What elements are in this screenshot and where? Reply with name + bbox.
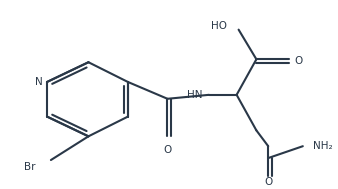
Text: O: O (294, 56, 302, 66)
Text: O: O (264, 177, 272, 187)
Text: HO: HO (211, 21, 227, 31)
Text: NH₂: NH₂ (313, 141, 332, 151)
Text: N: N (35, 77, 43, 87)
Text: HN: HN (187, 90, 203, 100)
Text: Br: Br (24, 162, 35, 172)
Text: O: O (163, 145, 172, 155)
